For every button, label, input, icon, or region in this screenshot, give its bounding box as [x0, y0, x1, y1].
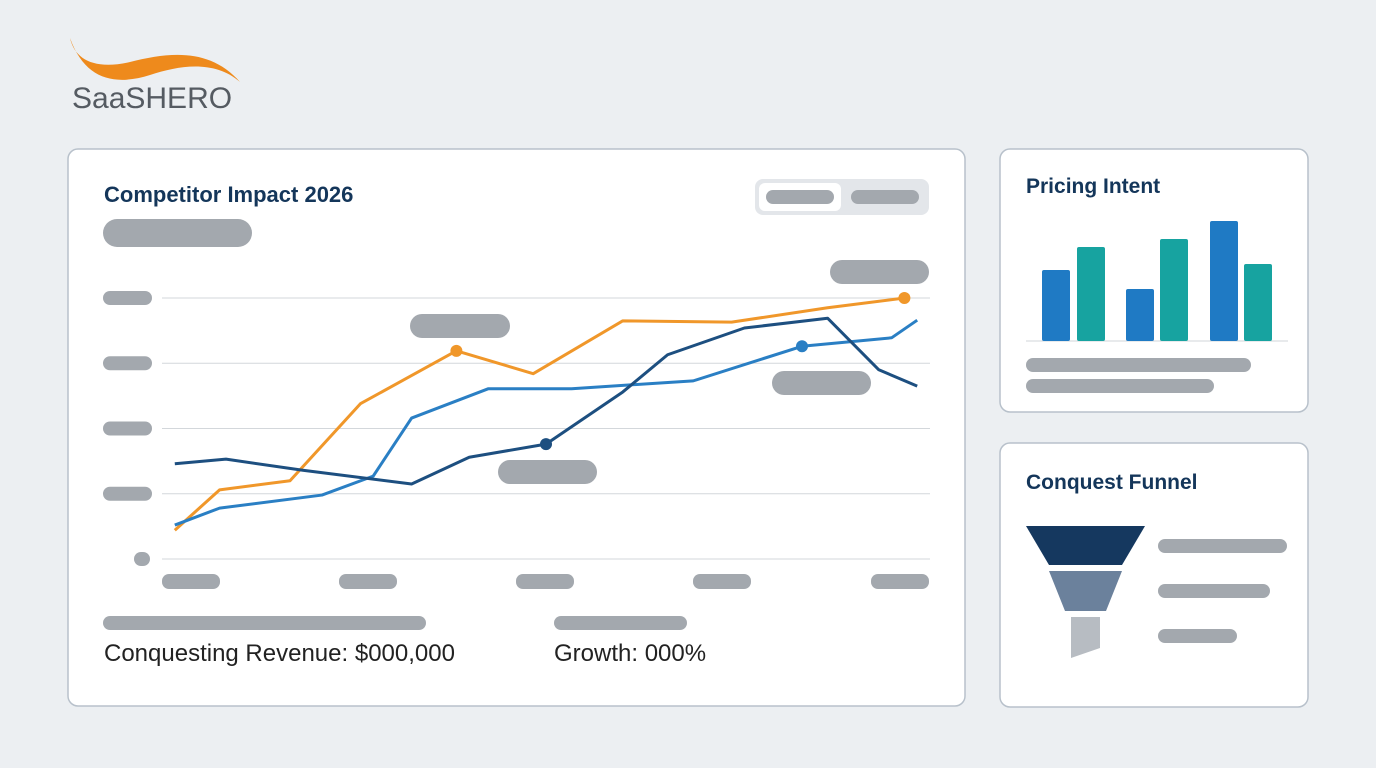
placeholder [1158, 629, 1237, 643]
y-tick-placeholder [103, 421, 152, 436]
point [898, 292, 911, 304]
bar [1210, 221, 1238, 341]
bar [1244, 264, 1272, 341]
line [174, 316, 918, 486]
placeholder [830, 260, 929, 284]
placeholder [103, 616, 426, 630]
placeholder [1026, 358, 1251, 372]
y-tick-placeholder [103, 291, 152, 305]
placeholder [1158, 584, 1270, 598]
point [796, 340, 808, 353]
growth: Growth: 000% [554, 640, 706, 667]
placeholder [554, 616, 687, 630]
bar [1126, 289, 1154, 341]
card-title: Pricing Intent [1026, 175, 1160, 198]
placeholder [851, 190, 919, 204]
funnel-stage [1026, 526, 1145, 565]
y-tick-placeholder [103, 356, 152, 371]
y-tick-placeholder [103, 486, 152, 501]
line [173, 296, 905, 532]
placeholder [103, 219, 252, 247]
bar [1042, 270, 1070, 341]
funnel-stage [1049, 571, 1122, 611]
placeholder [1158, 539, 1287, 553]
funnel-stage [1071, 617, 1100, 658]
x-axis-placeholders [162, 574, 929, 589]
placeholder [1026, 379, 1214, 393]
revenue: Conquesting Revenue: $000,000 [104, 640, 455, 667]
logo[interactable]: SaaSHERO [72, 82, 232, 115]
placeholder [498, 460, 597, 484]
placeholder [516, 574, 574, 589]
main-card [67, 148, 966, 707]
placeholder [339, 574, 397, 589]
logo-swoosh [70, 38, 240, 82]
bar [1160, 239, 1188, 341]
point [450, 344, 463, 357]
placeholder [410, 314, 510, 338]
bar [1077, 247, 1105, 341]
pricing-card [999, 148, 1309, 413]
point [540, 438, 552, 451]
placeholder [871, 574, 929, 589]
line [174, 318, 919, 527]
placeholder [772, 371, 871, 395]
card-title: Competitor Impact 2026 [104, 182, 353, 207]
card-title: Conquest Funnel [1026, 471, 1198, 494]
placeholder [162, 574, 220, 589]
placeholder [766, 190, 834, 204]
y-tick-placeholder [134, 552, 150, 566]
placeholder [693, 574, 751, 589]
